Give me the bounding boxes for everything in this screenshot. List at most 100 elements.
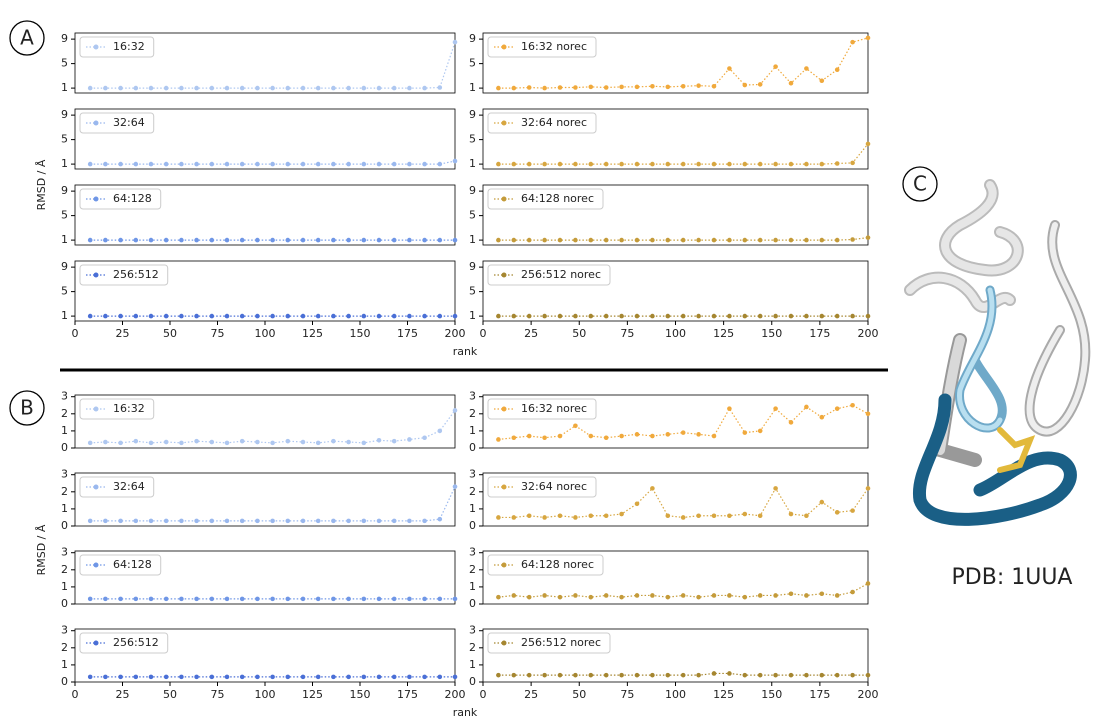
- data-point: [542, 515, 547, 520]
- data-point: [666, 85, 671, 90]
- y-tick-label: 1: [61, 658, 68, 671]
- data-point: [743, 673, 748, 678]
- y-tick-label: 0: [61, 597, 68, 610]
- data-point: [392, 86, 397, 91]
- data-point: [270, 675, 275, 680]
- data-point: [286, 314, 291, 319]
- data-point: [619, 238, 624, 243]
- data-point: [286, 675, 291, 680]
- data-point: [438, 675, 443, 680]
- data-point: [804, 593, 809, 598]
- data-point: [820, 238, 825, 243]
- y-tick-label: 0: [469, 597, 476, 610]
- data-point: [604, 673, 609, 678]
- y-tick-label: 2: [61, 563, 68, 576]
- data-point: [407, 162, 412, 167]
- data-point: [589, 513, 594, 518]
- data-point: [496, 437, 501, 442]
- data-point: [666, 162, 671, 167]
- data-point: [866, 486, 871, 491]
- panel: 1590255075100125150175200256:512 norec: [469, 260, 879, 340]
- data-point: [103, 440, 108, 445]
- data-point: [743, 512, 748, 517]
- data-point: [377, 675, 382, 680]
- data-point: [255, 675, 260, 680]
- x-tick-label: 175: [809, 327, 830, 340]
- data-point: [773, 406, 778, 411]
- data-point: [179, 314, 184, 319]
- data-point: [453, 675, 458, 680]
- legend: 32:64 norec: [488, 113, 596, 133]
- panel: 15916:32 norec: [469, 32, 870, 94]
- data-point: [589, 595, 594, 600]
- data-point: [225, 314, 230, 319]
- data-point: [743, 83, 748, 88]
- data-point: [681, 238, 686, 243]
- data-point: [743, 595, 748, 600]
- legend: 256:512 norec: [488, 633, 610, 653]
- y-tick-label: 0: [61, 441, 68, 454]
- legend-label: 256:512 norec: [521, 636, 601, 649]
- y-tick-label: 0: [61, 675, 68, 688]
- legend-label: 64:128: [113, 558, 152, 571]
- data-point: [527, 314, 532, 319]
- data-point: [194, 597, 199, 602]
- y-tick-label: 1: [469, 424, 476, 437]
- y-tick-label: 1: [61, 502, 68, 515]
- data-point: [377, 597, 382, 602]
- data-point: [240, 314, 245, 319]
- data-point: [850, 40, 855, 45]
- legend-marker: [94, 197, 99, 202]
- legend: 64:128: [80, 555, 161, 575]
- data-point: [866, 673, 871, 678]
- data-point: [758, 673, 763, 678]
- data-point: [362, 162, 367, 167]
- data-point: [650, 84, 655, 89]
- data-point: [527, 162, 532, 167]
- data-point: [88, 314, 93, 319]
- data-point: [179, 162, 184, 167]
- data-point: [88, 675, 93, 680]
- x-axis-label: rank: [453, 345, 478, 358]
- x-tick-label: 200: [858, 688, 879, 701]
- data-point: [88, 597, 93, 602]
- data-point: [512, 162, 517, 167]
- data-point: [377, 238, 382, 243]
- legend: 64:128 norec: [488, 555, 603, 575]
- data-point: [496, 238, 501, 243]
- data-point: [194, 162, 199, 167]
- data-point: [225, 441, 230, 446]
- data-point: [422, 597, 427, 602]
- data-point: [712, 314, 717, 319]
- data-point: [573, 593, 578, 598]
- data-point: [727, 513, 732, 518]
- data-point: [542, 593, 547, 598]
- legend-label: 32:64: [113, 116, 145, 129]
- data-point: [164, 519, 169, 524]
- pdb-label: PDB: 1UUA: [952, 565, 1073, 590]
- data-point: [377, 314, 382, 319]
- data-point: [179, 597, 184, 602]
- panel-label-a: A: [10, 21, 44, 55]
- data-point: [850, 237, 855, 242]
- data-point: [134, 519, 139, 524]
- x-tick-label: 125: [302, 688, 323, 701]
- data-point: [331, 675, 336, 680]
- y-tick-label: 3: [469, 390, 476, 403]
- data-point: [496, 314, 501, 319]
- data-point: [88, 441, 93, 446]
- data-point: [331, 597, 336, 602]
- x-tick-label: 150: [761, 688, 782, 701]
- data-point: [727, 593, 732, 598]
- y-tick-label: 3: [469, 468, 476, 481]
- data-point: [866, 235, 871, 240]
- data-point: [635, 593, 640, 598]
- legend-marker: [502, 563, 507, 568]
- data-point: [149, 238, 154, 243]
- data-point: [240, 675, 245, 680]
- data-point: [453, 238, 458, 243]
- data-point: [134, 439, 139, 444]
- data-point: [496, 162, 501, 167]
- data-point: [134, 86, 139, 91]
- legend-marker: [94, 641, 99, 646]
